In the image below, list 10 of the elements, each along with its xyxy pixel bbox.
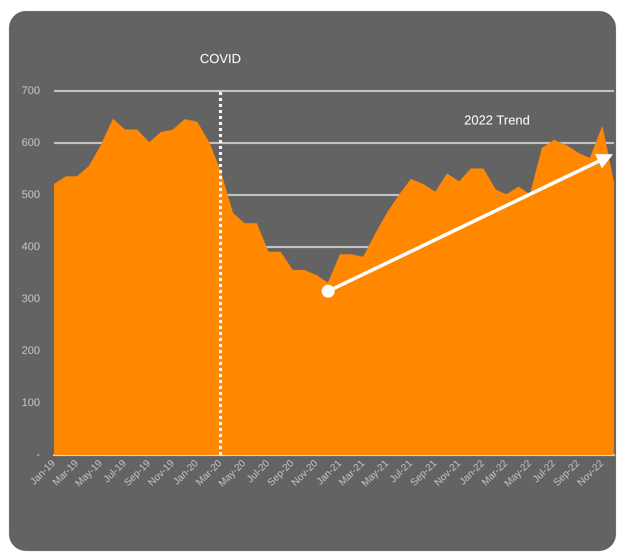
- y-tick-label: 500: [22, 189, 40, 201]
- y-tick-label: 200: [22, 345, 40, 357]
- y-tick-label: 100: [22, 397, 40, 409]
- ref-line-label: COVID: [200, 51, 242, 66]
- y-tick-label: 400: [22, 241, 40, 253]
- y-tick-label: 700: [22, 85, 40, 97]
- y-tick-label: -: [36, 449, 40, 461]
- y-tick-label: 300: [22, 293, 40, 305]
- y-tick-label: 600: [22, 137, 40, 149]
- annotation: 2022 Trend: [464, 112, 530, 128]
